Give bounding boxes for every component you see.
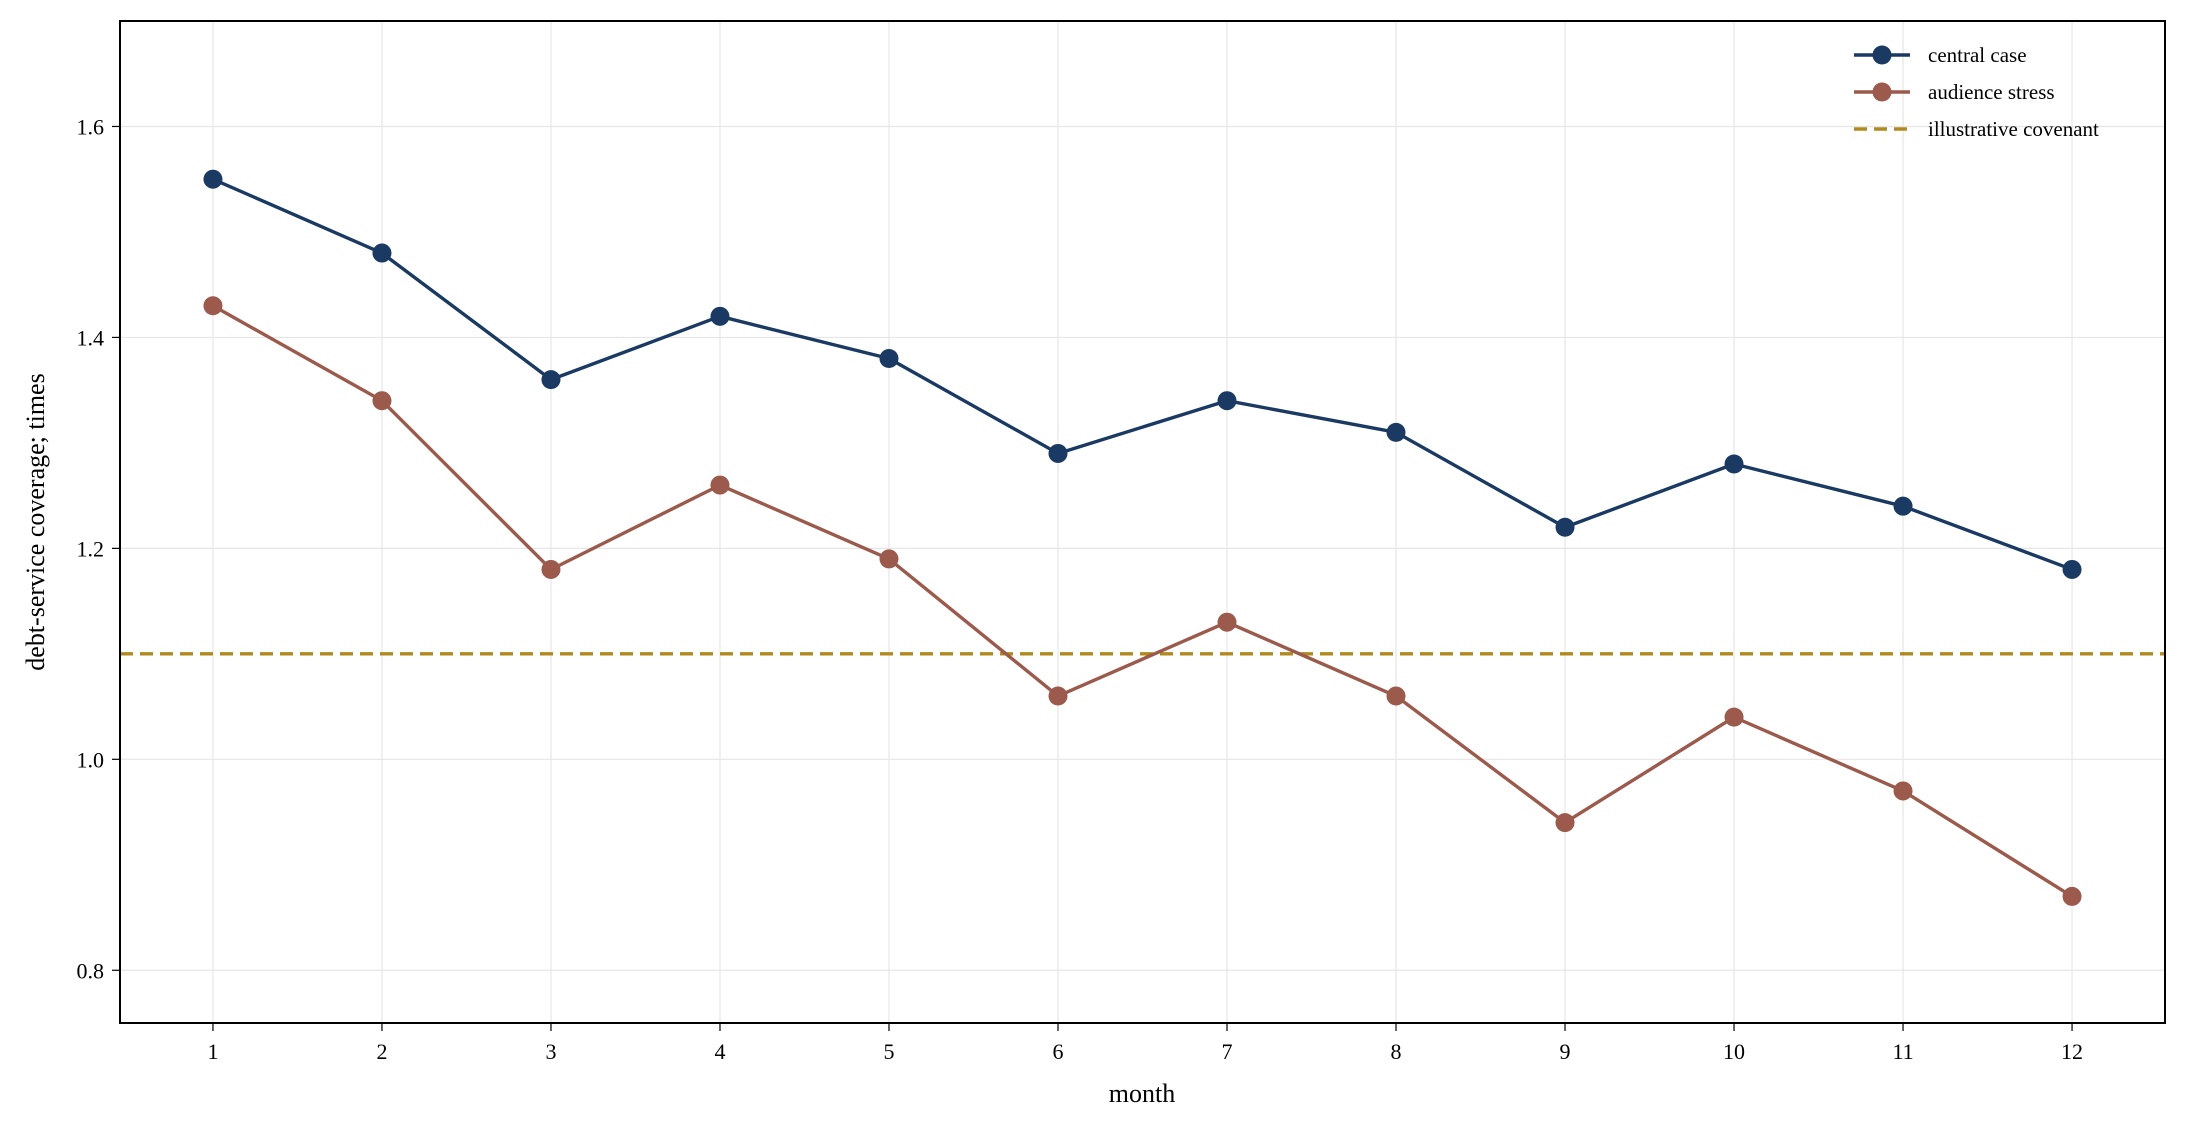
x-tick-label: 6 [1052, 1039, 1063, 1064]
series-1 [203, 169, 2082, 579]
x-tick-label: 12 [2061, 1039, 2083, 1064]
x-tick-label: 8 [1391, 1039, 1402, 1064]
data-point [1893, 496, 1913, 516]
x-tick-label: 3 [545, 1039, 556, 1064]
series-2 [203, 296, 2082, 906]
x-axis-ticks: 1 2 3 4 5 6 7 8 9 10 11 12 [207, 1023, 2083, 1064]
data-point [879, 349, 899, 369]
y-tick-label: 1.0 [77, 747, 105, 772]
x-tick-label: 5 [883, 1039, 894, 1064]
data-point [1048, 686, 1068, 706]
y-tick-label: 1.4 [77, 325, 105, 350]
data-point [1724, 454, 1744, 474]
data-point [710, 475, 730, 495]
y-tick-label: 1.6 [77, 114, 105, 139]
data-point [1724, 707, 1744, 727]
plot-frame [119, 20, 2166, 1024]
data-point [372, 391, 392, 411]
series-line [212, 177, 2073, 572]
y-axis-ticks: 0.8 1.0 1.2 1.4 1.6 [77, 114, 120, 983]
legend-entry: audience stress [1854, 80, 2055, 104]
x-tick-label: 10 [1723, 1039, 1745, 1064]
x-tick-label: 11 [1892, 1039, 1913, 1064]
grid-layer [120, 21, 2165, 1023]
data-point [2062, 559, 2082, 579]
y-axis-label: debt-service coverage; times [21, 373, 50, 670]
legend-marker [1872, 82, 1892, 102]
data-point [372, 243, 392, 263]
legend-entry: illustrative covenant [1854, 117, 2099, 141]
data-point [879, 549, 899, 569]
data-point [1386, 422, 1406, 442]
y-tick-label: 0.8 [77, 958, 105, 983]
x-tick-label: 9 [1560, 1039, 1571, 1064]
legend-marker [1872, 45, 1892, 65]
x-tick-label: 2 [376, 1039, 387, 1064]
x-tick-label: 1 [207, 1039, 218, 1064]
data-point [710, 306, 730, 326]
series-layer [203, 169, 2082, 906]
legend-label: audience stress [1928, 80, 2055, 104]
data-point [541, 559, 561, 579]
x-tick-label: 7 [1222, 1039, 1233, 1064]
legend-entry: central case [1854, 43, 2027, 67]
data-point [1893, 781, 1913, 801]
data-point [1217, 391, 1237, 411]
data-point [1386, 686, 1406, 706]
x-tick-label: 4 [714, 1039, 725, 1064]
legend-label: illustrative covenant [1928, 117, 2099, 141]
data-point [1555, 813, 1575, 833]
x-axis-label: month [1109, 1079, 1175, 1108]
legend: central case audience stress illustrative … [1854, 43, 2099, 141]
data-point [1048, 443, 1068, 463]
data-point [203, 169, 223, 189]
data-point [203, 296, 223, 316]
data-point [541, 370, 561, 390]
y-tick-label: 1.2 [77, 536, 105, 561]
data-point [1555, 517, 1575, 537]
series-line [212, 304, 2073, 898]
legend-label: central case [1928, 43, 2027, 67]
data-point [1217, 612, 1237, 632]
data-point [2062, 886, 2082, 906]
